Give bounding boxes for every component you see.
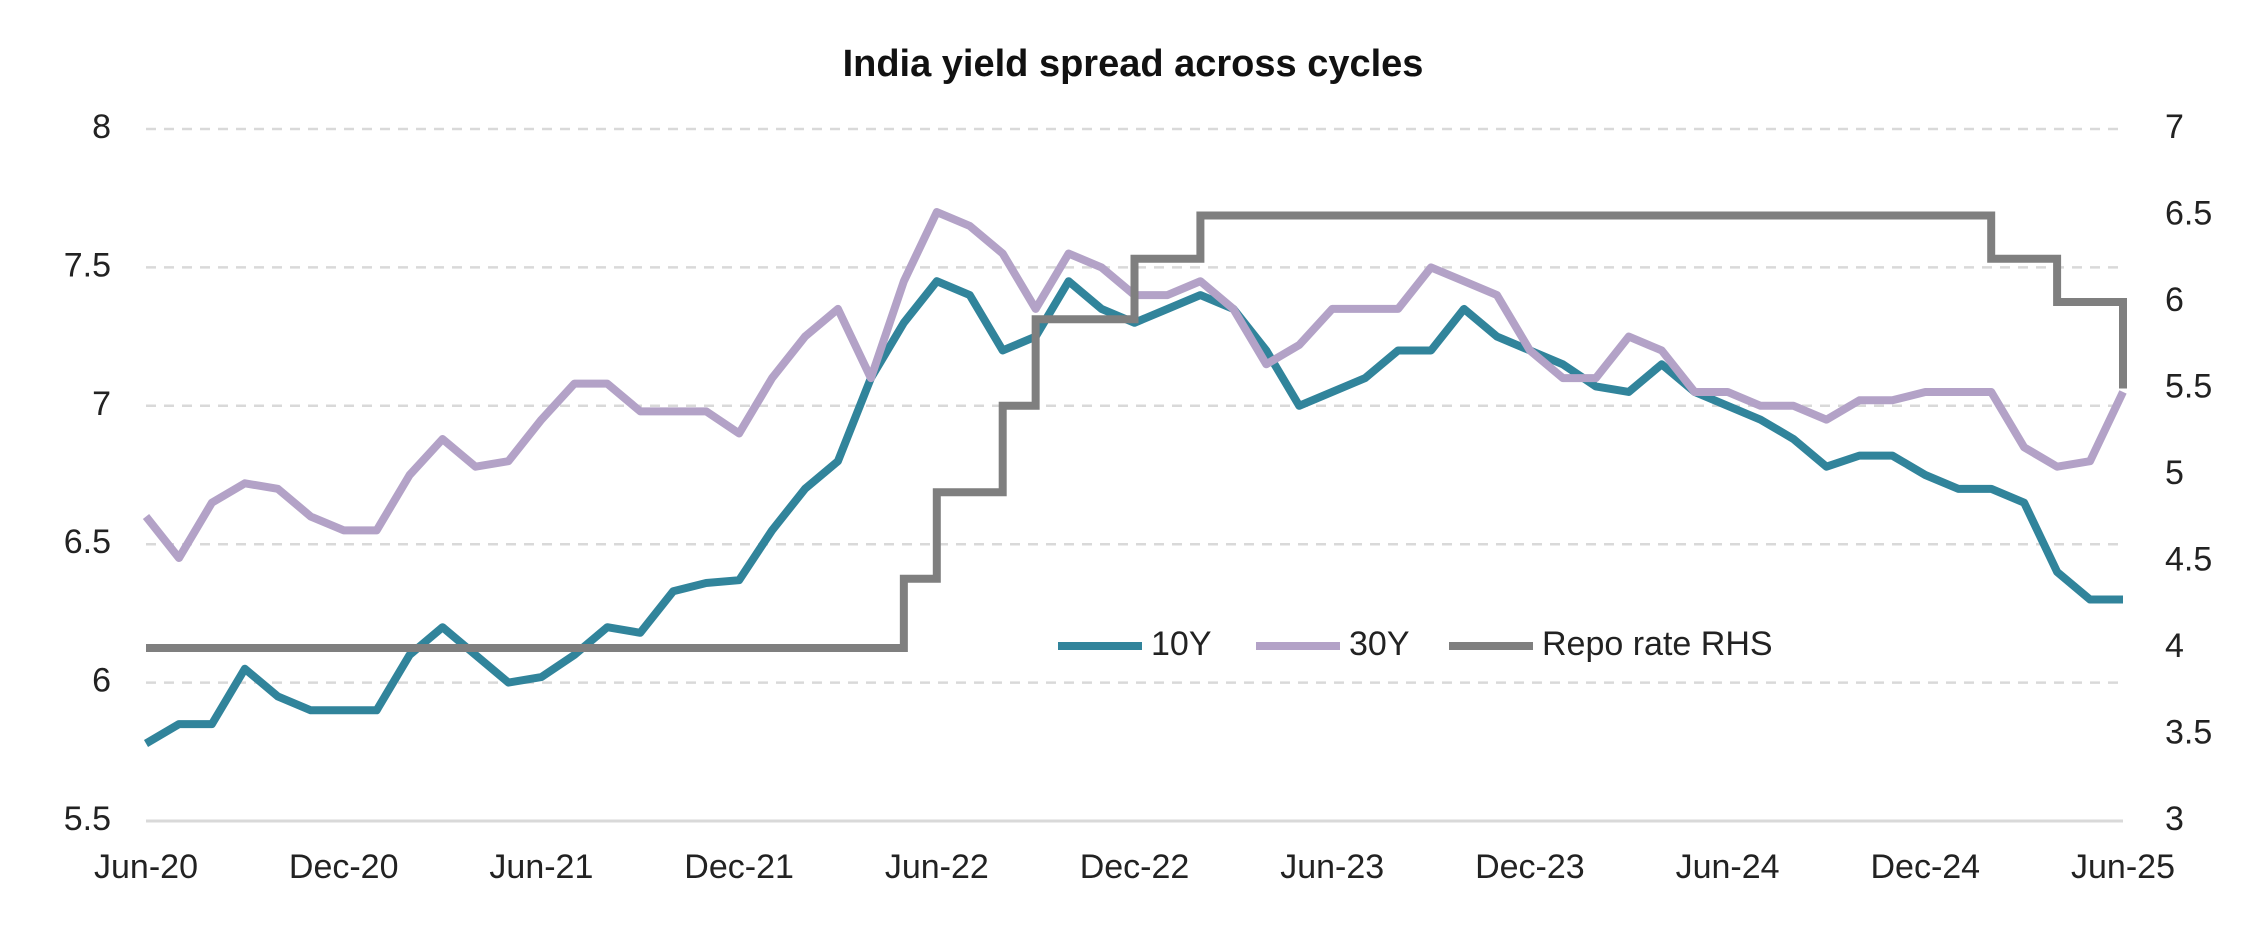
y2-tick-label: 4 [2165, 627, 2184, 665]
y-tick-label: 6.5 [64, 523, 111, 561]
y-tick-label: 6 [92, 662, 111, 700]
y-tick-label: 5.5 [64, 800, 111, 838]
chart-title: India yield spread across cycles [843, 43, 1424, 85]
x-tick-label: Dec-23 [1475, 848, 1585, 886]
y-tick-label: 7 [92, 385, 111, 423]
x-tick-label: Jun-23 [1280, 848, 1384, 886]
x-tick-label: Dec-20 [289, 848, 399, 886]
x-tick-label: Jun-25 [2071, 848, 2175, 886]
x-tick-label: Dec-22 [1080, 848, 1190, 886]
legend-label: 10Y [1151, 625, 1212, 663]
x-tick-label: Dec-21 [684, 848, 794, 886]
y-tick-label: 7.5 [64, 246, 111, 284]
x-tick-label: Jun-22 [885, 848, 989, 886]
y2-tick-label: 7 [2165, 108, 2184, 146]
y-tick-label: 8 [92, 108, 111, 146]
y2-tick-label: 4.5 [2165, 540, 2212, 578]
y2-tick-label: 5.5 [2165, 367, 2212, 405]
x-tick-label: Jun-20 [94, 848, 198, 886]
y2-tick-label: 3 [2165, 800, 2184, 838]
series-line [143, 277, 2123, 747]
y2-tick-label: 3.5 [2165, 713, 2212, 751]
x-tick-label: Dec-24 [1870, 848, 1980, 886]
legend-label: Repo rate RHS [1542, 625, 1773, 663]
legend-label: 30Y [1349, 625, 1410, 663]
series-line [146, 211, 2127, 652]
x-tick-label: Jun-24 [1676, 848, 1780, 886]
x-tick-label: Jun-21 [489, 848, 593, 886]
y2-tick-label: 6.5 [2165, 194, 2212, 232]
y2-tick-label: 5 [2165, 454, 2184, 492]
y2-tick-label: 6 [2165, 281, 2184, 319]
